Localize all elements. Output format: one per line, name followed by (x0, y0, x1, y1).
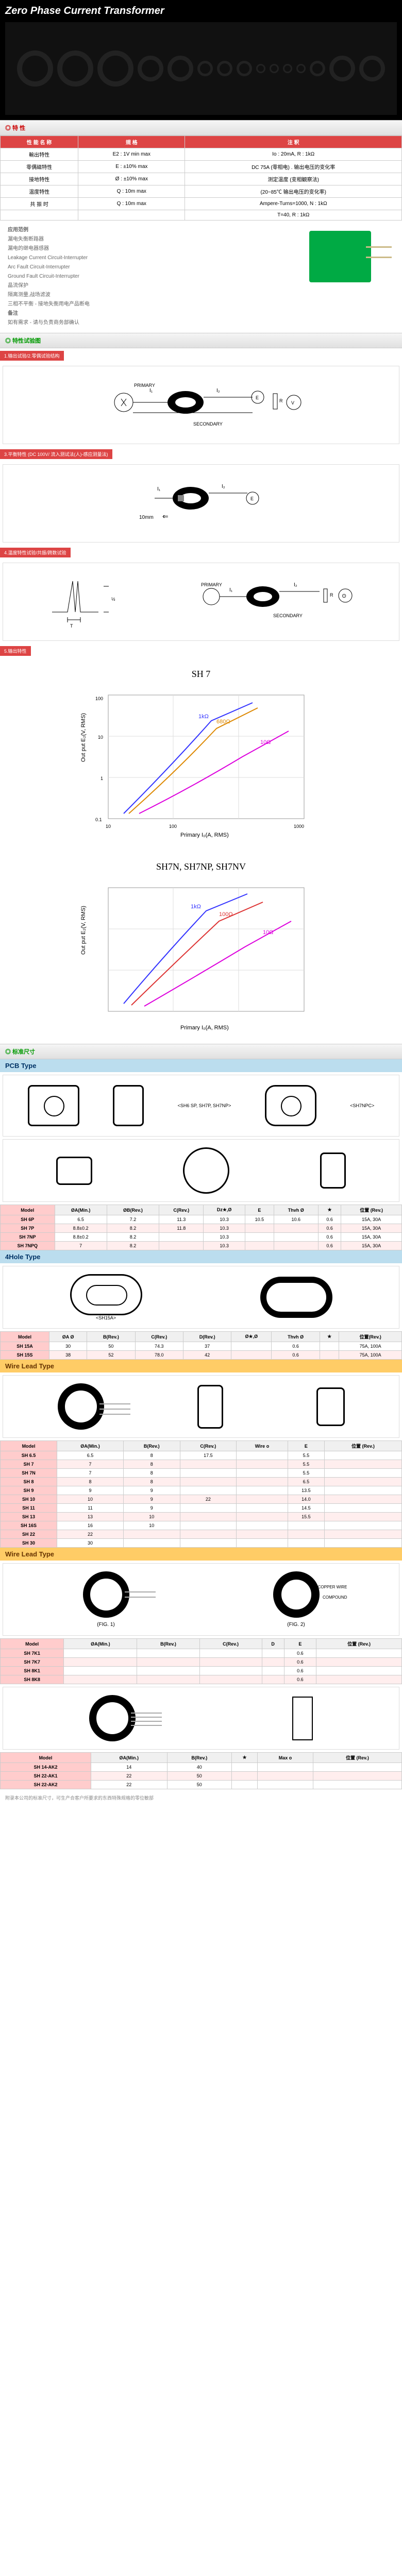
svg-text:V: V (291, 400, 294, 405)
circuit-diagram-2: 10mm ⇐ I₁ I₂ E (3, 464, 399, 543)
svg-text:Primary I₀(A, RMS): Primary I₀(A, RMS) (180, 832, 229, 838)
svg-text:680Ω: 680Ω (216, 719, 230, 725)
svg-text:Out put E₂(V, RMS): Out put E₂(V, RMS) (80, 713, 87, 762)
fourhole-header: 4Hole Type (0, 1250, 402, 1263)
svg-text:R: R (279, 398, 283, 403)
svg-text:10: 10 (98, 735, 103, 740)
svg-text:SECONDARY: SECONDARY (273, 613, 303, 618)
svg-text:0.1: 0.1 (95, 817, 102, 822)
pcb-type-header: PCB Type (0, 1059, 402, 1072)
spec-table: 性 能 名 称規 格注 釈 輸出特性E2 : 1V min maxIo : 20… (0, 135, 402, 221)
diagram-label-3: 4.温度特性试验/共振/跨数试验 (0, 548, 71, 557)
fourhole-drawings: <SH15A> (3, 1266, 399, 1329)
wire2b-table: ModelØA(Min.)B(Rev.)★Max o位置 (Rev.)SH 14… (0, 1752, 402, 1789)
circuit-svg-1: PRIMARY I₁ I₂ E R V SECONDARY (98, 374, 304, 436)
svg-text:10Ω: 10Ω (263, 929, 273, 936)
svg-text:I₁: I₁ (149, 388, 153, 394)
svg-text:1kΩ: 1kΩ (198, 714, 209, 720)
svg-text:10Ω: 10Ω (260, 739, 271, 745)
svg-text:E: E (256, 395, 259, 400)
svg-text:1: 1 (100, 776, 103, 781)
waveform-svg: T ½ (42, 571, 135, 633)
section-characteristics: ◎ 特 性 (0, 120, 402, 135)
wire-drawings-1 (3, 1375, 399, 1438)
svg-text:PRIMARY: PRIMARY (134, 383, 155, 388)
fourhole-table: ModelØA ØB(Rev.)C(Rev.)D(Rev.)Ø★,ØThvh Ø… (0, 1331, 402, 1360)
pcb-drawings: <SH6 SP, SH7P, SH7NP> <SH7NPC> (3, 1075, 399, 1137)
circuit-diagram-3: T ½ PRIMARY I₁ I₂ R ⊙ SECONDARY (3, 563, 399, 641)
wire1-table: ModelØA(Min.)B(Rev.)C(Rev.)Wire oE位置 (Re… (0, 1440, 402, 1548)
svg-text:1kΩ: 1kΩ (191, 904, 201, 910)
wire-lead-header-1: Wire Lead Type (0, 1360, 402, 1372)
application-list: 应用范例 漏电失衡断路器漏电的继电器感器Leakage Current Circ… (0, 221, 299, 333)
svg-text:E: E (250, 496, 254, 501)
section-test-diagrams: ◎ 特性试验图 (0, 333, 402, 348)
pcb-dimensions-table: ModelØA(Min.)ØB(Rev.)C(Rev.)Dz★,ØEThvh Ø… (0, 1205, 402, 1250)
diagram-label-4: 5.输出特性 (0, 646, 31, 656)
svg-text:R: R (330, 592, 333, 598)
svg-text:T: T (70, 623, 73, 629)
svg-text:1000: 1000 (294, 824, 304, 829)
svg-text:100: 100 (95, 696, 103, 701)
svg-text:10: 10 (106, 824, 111, 829)
svg-text:½: ½ (111, 597, 115, 602)
svg-text:10mm: 10mm (139, 515, 154, 520)
wire2-table: ModelØA(Min.)B(Rev.)C(Rev.)DE位置 (Rev.)SH… (0, 1638, 402, 1684)
pcb-photo (299, 221, 402, 333)
svg-text:Out put E₂(V, RMS): Out put E₂(V, RMS) (80, 906, 87, 955)
svg-text:⊙: ⊙ (342, 593, 346, 599)
product-photo (5, 22, 397, 115)
hero-banner: Zero Phase Current Transformer (0, 0, 402, 120)
chart-sh7n: SH7N, SH7NP, SH7NV Out put E₂(V, RMS) 1k… (0, 851, 402, 1044)
wire-lead-header-2: Wire Lead Type (0, 1548, 402, 1561)
wire-drawings-3 (3, 1687, 399, 1750)
svg-text:I₂: I₂ (222, 484, 225, 489)
wire-drawings-2: (FIG. 1) COPPER WIRE COMPOUND (FIG. 2) (3, 1563, 399, 1636)
svg-text:I₂: I₂ (216, 388, 220, 394)
svg-text:I₁: I₁ (157, 486, 161, 492)
svg-text:PRIMARY: PRIMARY (201, 582, 222, 587)
svg-text:100Ω: 100Ω (219, 911, 233, 918)
pcb-drawings-2 (3, 1139, 399, 1202)
svg-text:I₁: I₁ (229, 587, 233, 593)
diagram-label-2: 3.平衡特性 (DC 100V/ 流入测试法(人)-感应测量法) (0, 449, 112, 459)
footnote: 附录本公司的标准尺寸，可生产合客户所要求的东西特殊规格的零位敏部 (0, 1789, 402, 1806)
circuit-svg-2: 10mm ⇐ I₁ I₂ E (124, 472, 278, 534)
svg-text:⇐: ⇐ (162, 512, 169, 520)
circuit-svg-3: PRIMARY I₁ I₂ R ⊙ SECONDARY (196, 571, 361, 633)
chart-sh7: SH 7 Out put E₂(V, RMS) 1kΩ 680Ω 10Ω 0.1… (0, 658, 402, 851)
diagram-label-1: 1.输出试验/2.零偶试验结构 (0, 351, 64, 361)
svg-text:SECONDARY: SECONDARY (193, 421, 223, 427)
page-title: Zero Phase Current Transformer (5, 5, 397, 17)
section-dimensions: ◎ 标准尺寸 (0, 1044, 402, 1059)
svg-text:I₂: I₂ (294, 582, 297, 588)
svg-text:Primary I₀(A, RMS): Primary I₀(A, RMS) (180, 1025, 229, 1031)
circuit-diagram-1: PRIMARY I₁ I₂ E R V SECONDARY (3, 366, 399, 444)
svg-text:100: 100 (169, 824, 177, 829)
